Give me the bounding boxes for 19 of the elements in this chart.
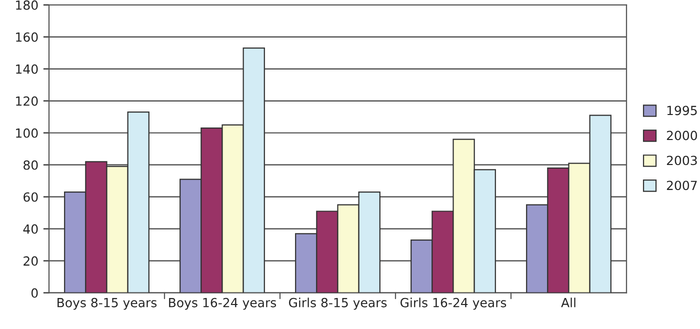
x-tick-label: All	[561, 298, 576, 308]
legend-label: 2000	[666, 130, 698, 140]
x-tick-label: Boys 16-24 years	[169, 298, 276, 310]
y-tick-label: 80	[24, 160, 38, 170]
x-tick-label: Girls 8-15 years	[288, 298, 387, 310]
y-tick-label: 100	[16, 128, 38, 138]
y-tick-label: 180	[16, 0, 38, 10]
y-tick-label: 160	[16, 32, 38, 42]
x-tick-label: Boys 8-15 years	[58, 298, 157, 310]
legend-label: 2003	[666, 156, 697, 166]
y-tick-label: 60	[24, 192, 38, 202]
y-tick-label: 20	[24, 256, 38, 266]
y-tick-label: 0	[31, 288, 38, 298]
y-tick-label: 40	[23, 224, 38, 234]
x-tick-label: Girls 16-24 years	[400, 298, 506, 310]
legend-label: 2007	[666, 180, 697, 190]
y-tick-label: 120	[16, 96, 38, 106]
y-tick-label: 140	[16, 64, 38, 74]
legend-label: 1995	[667, 106, 697, 116]
